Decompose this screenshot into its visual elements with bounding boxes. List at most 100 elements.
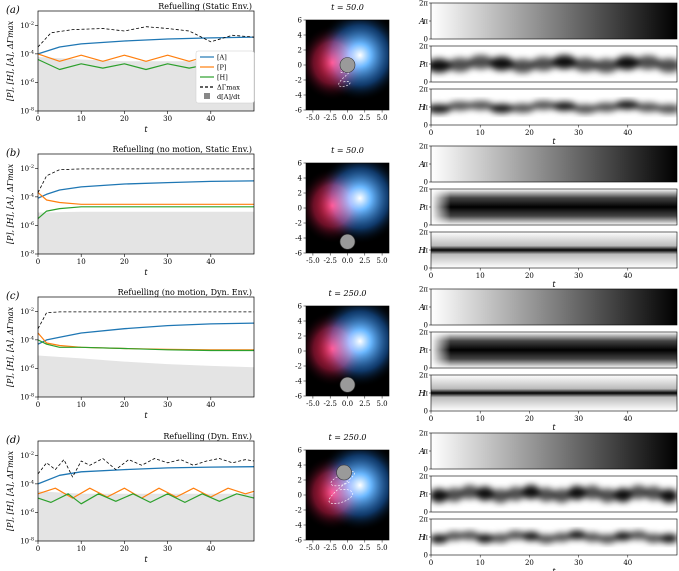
snapshot-content: [306, 20, 389, 102]
kymo-y-tick-label: 0: [424, 179, 428, 187]
kymo-content: [431, 332, 677, 368]
kymo-content: [431, 189, 677, 225]
x-tick-label: 10: [77, 258, 86, 266]
y-tick-label: 10-8: [20, 393, 34, 402]
snapshot-x-tick-label: -2.5: [323, 544, 337, 552]
H-series-line: [37, 339, 254, 352]
kymo-blobs: [431, 100, 677, 114]
kymo-band-fade: [431, 189, 677, 225]
gamma-series-line: [37, 458, 255, 478]
legend-label-rate: d[A]/dt: [217, 93, 240, 101]
kymo-x-tick-label: 10: [476, 129, 485, 137]
legend-label-gamma: ΔΓmax: [217, 84, 240, 92]
kymo-blob: [598, 534, 617, 544]
snapshot-time-label: t = 250.0: [329, 289, 367, 298]
kymo-content: [431, 46, 677, 82]
kymo-y-tick-label: 0: [424, 122, 428, 130]
kymo-blobs: [431, 530, 677, 544]
y-tick-label: 10-6: [20, 364, 34, 373]
snapshot-y-tick-label: 4: [298, 462, 303, 470]
kymo-blob: [460, 485, 479, 500]
kymo-blob: [567, 485, 587, 500]
y-tick-label: 10-8: [20, 250, 34, 259]
kymo-blob: [521, 531, 541, 541]
panel-letter: (c): [6, 291, 20, 302]
x-tick-label: 10: [77, 401, 86, 409]
kymo-y-tick-label: 2π: [419, 229, 428, 237]
kymo-blob: [644, 533, 663, 543]
legend-label-P: [P]: [217, 64, 226, 72]
kymo-y-tick-label: 0: [424, 365, 428, 373]
kymo-blob: [552, 488, 571, 503]
snapshot-x-tick-label: -5.0: [306, 114, 320, 122]
kymo-y-tick-label: 2π: [419, 430, 428, 438]
x-tick-label: 20: [120, 115, 129, 123]
x-tick-label: 30: [163, 258, 172, 266]
snapshot-x-tick-label: -5.0: [306, 257, 320, 265]
kymo-blob: [583, 532, 602, 542]
rate-shaded-area: [38, 211, 254, 254]
kymo-content: [431, 232, 677, 268]
kymograph-A: A 0 π 2π: [418, 430, 678, 474]
kymo-y-tick-label: 0: [424, 509, 428, 517]
kymo-blob: [593, 58, 619, 73]
kymo-blob: [447, 101, 473, 111]
kymo-blob: [656, 58, 677, 73]
kymograph-H: H 0 π 2π 0 10 20 30 40 t: [418, 516, 678, 571]
kymo-x-tick-label: 40: [623, 272, 632, 280]
x-axis-label: t: [144, 411, 148, 420]
agent-circle: [336, 464, 352, 481]
A-series-line: [37, 322, 255, 345]
kymo-y-tick-label: 0: [424, 79, 428, 87]
kymo-content: [431, 289, 677, 325]
snapshot-y-tick-label: -2: [295, 363, 302, 371]
kymo-y-tick-label: π: [423, 161, 428, 169]
line-chart-frame: [37, 153, 255, 255]
kymo-x-tick-label: 20: [525, 415, 534, 423]
kymo-blob: [552, 532, 571, 542]
A-series-line: [37, 180, 255, 199]
legend-box: [195, 50, 255, 104]
kymo-row-label-A: A: [418, 303, 425, 312]
kymo-content: [431, 519, 677, 555]
kymo-blob: [537, 487, 556, 502]
snapshot-y-tick-label: 6: [298, 160, 303, 168]
x-tick-label: 30: [163, 545, 172, 553]
kymo-blob: [552, 101, 577, 111]
x-tick-label: 0: [36, 258, 40, 266]
kymo-y-tick-label: 0: [424, 322, 428, 330]
kymo-blob: [475, 486, 495, 501]
line-chart-title: Refuelling (no motion, Dyn. Env.): [118, 288, 252, 297]
blue-gradient-blob: [315, 306, 389, 388]
snapshot-x-tick-label: 2.5: [359, 544, 370, 552]
snapshot-x-tick-label: 0.0: [342, 257, 353, 265]
snapshot-content: [306, 163, 389, 250]
kymo-x-axis-label: t: [552, 567, 556, 571]
kymo-row-label-P: P: [418, 203, 425, 212]
snapshot-time-label: t = 50.0: [331, 3, 364, 12]
kymo-y-tick-label: π: [423, 347, 428, 355]
kymo-y-tick-label: 2π: [419, 0, 428, 8]
snapshot-y-tick-label: -6: [295, 250, 302, 258]
snapshot-x-tick-label: 5.0: [377, 400, 388, 408]
blue-gradient-blob: [315, 450, 389, 532]
x-tick-label: 0: [36, 115, 40, 123]
snapshot-x-tick-label: -2.5: [323, 400, 337, 408]
x-tick-label: 40: [206, 401, 215, 409]
snapshot-y-tick-label: -4: [295, 92, 302, 100]
y-tick-label: 10-4: [20, 49, 34, 58]
snapshot-y-tick-label: -6: [295, 393, 302, 401]
kymo-content: [431, 3, 677, 39]
x-axis-label: t: [144, 555, 148, 564]
snapshot-y-tick-label: 4: [298, 32, 303, 40]
P-series-line: [37, 487, 255, 499]
kymograph-A: A 0 π 2π: [418, 0, 678, 44]
snapshot-y-tick-label: -4: [295, 522, 302, 530]
kymo-x-tick-label: 20: [525, 129, 534, 137]
y-axis-label: [P], [H], [A], ΔΓmax: [6, 163, 15, 244]
kymo-y-tick-label: 2π: [419, 516, 428, 524]
snapshot-y-tick-label: 2: [298, 47, 302, 55]
kymo-blob: [489, 56, 515, 71]
snapshot-y-tick-label: 2: [298, 477, 302, 485]
kymo-y-tick-label: 0: [424, 466, 428, 474]
